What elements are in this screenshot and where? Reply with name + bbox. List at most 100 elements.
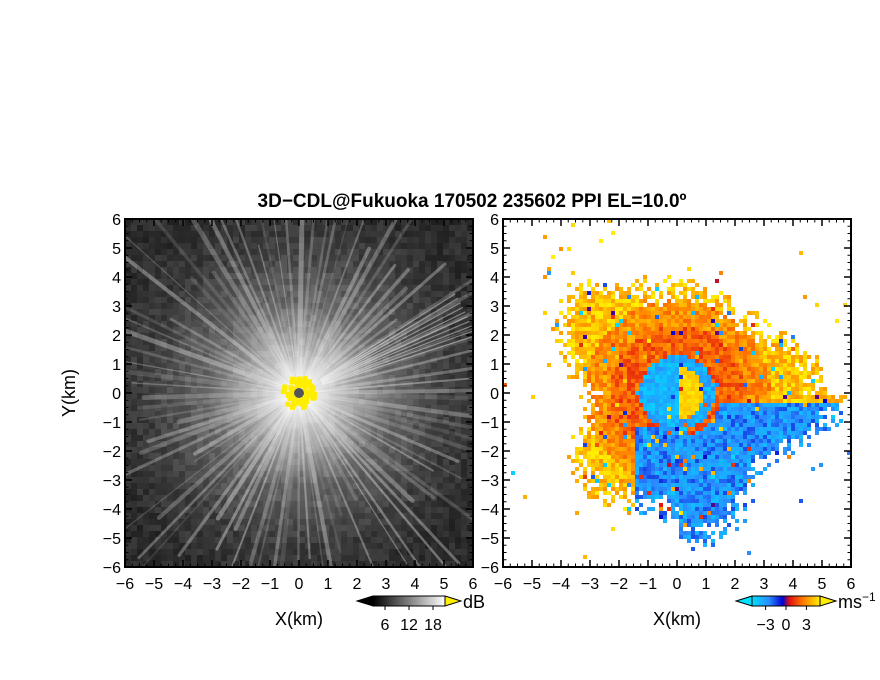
intensity-noise-cell — [437, 267, 443, 273]
intensity-noise-cell — [179, 507, 185, 513]
intensity-noise-cell — [173, 267, 179, 273]
velocity-cell — [727, 307, 731, 311]
intensity-noise-cell — [155, 555, 161, 561]
velocity-cell — [715, 355, 719, 359]
intensity-noise-cell — [125, 501, 131, 507]
velocity-cell — [691, 279, 695, 283]
intensity-noise-cell — [443, 321, 449, 327]
intensity-noise-cell — [383, 555, 389, 561]
intensity-noise-cell — [215, 519, 221, 525]
intensity-noise-cell — [179, 531, 185, 537]
intensity-noise-cell — [401, 231, 407, 237]
velocity-cell — [683, 359, 687, 363]
velocity-cell — [703, 375, 707, 379]
velocity-cell — [587, 371, 591, 375]
velocity-cell — [747, 359, 751, 363]
velocity-cell — [567, 375, 571, 379]
velocity-cell — [655, 383, 659, 387]
velocity-cell — [599, 295, 603, 299]
intensity-noise-cell — [413, 507, 419, 513]
velocity-cell — [727, 303, 731, 307]
velocity-cell — [571, 335, 575, 339]
velocity-cell — [599, 347, 603, 351]
velocity-cell — [671, 319, 675, 323]
intensity-noise-cell — [203, 249, 209, 255]
intensity-noise-cell — [251, 537, 257, 543]
intensity-noise-cell — [323, 543, 329, 549]
velocity-cell — [803, 375, 807, 379]
velocity-cell — [607, 339, 611, 343]
velocity-cell — [587, 283, 591, 287]
intensity-noise-cell — [215, 225, 221, 231]
velocity-cell — [583, 311, 587, 315]
velocity-cell — [631, 327, 635, 331]
intensity-noise-cell — [395, 537, 401, 543]
velocity-cell — [775, 371, 779, 375]
intensity-noise-cell — [431, 309, 437, 315]
velocity-cell — [687, 267, 691, 271]
intensity-noise-cell — [137, 381, 143, 387]
velocity-cell — [599, 323, 603, 327]
x-tick-label: −4 — [174, 576, 192, 593]
velocity-cell — [811, 371, 815, 375]
velocity-cell — [691, 291, 695, 295]
intensity-noise-cell — [173, 237, 179, 243]
intensity-noise-cell — [413, 267, 419, 273]
velocity-cell — [687, 343, 691, 347]
intensity-noise-cell — [143, 525, 149, 531]
velocity-cell — [707, 347, 711, 351]
velocity-cell — [623, 339, 627, 343]
velocity-cell — [687, 287, 691, 291]
velocity-cell — [671, 323, 675, 327]
velocity-cell — [815, 303, 819, 307]
velocity-cell — [735, 351, 739, 355]
intensity-noise-cell — [197, 249, 203, 255]
intensity-noise-cell — [203, 531, 209, 537]
intensity-noise-cell — [197, 555, 203, 561]
velocity-cell — [643, 371, 647, 375]
velocity-cell — [639, 351, 643, 355]
intensity-noise-cell — [191, 549, 197, 555]
velocity-cell — [695, 375, 699, 379]
velocity-cell — [723, 295, 727, 299]
velocity-cell — [631, 363, 635, 367]
velocity-cell — [579, 323, 583, 327]
intensity-noise-cell — [185, 525, 191, 531]
velocity-cell — [687, 319, 691, 323]
intensity-noise-cell — [203, 555, 209, 561]
velocity-cell — [703, 291, 707, 295]
velocity-cell — [659, 331, 663, 335]
intensity-noise-cell — [287, 543, 293, 549]
velocity-cell — [771, 351, 775, 355]
intensity-noise-cell — [251, 219, 257, 225]
intensity-noise-cell — [323, 555, 329, 561]
velocity-cell — [759, 335, 763, 339]
intensity-noise-cell — [263, 225, 269, 231]
intensity-noise-cell — [449, 555, 455, 561]
intensity-noise-cell — [443, 441, 449, 447]
velocity-cell — [615, 327, 619, 331]
velocity-cell — [619, 319, 623, 323]
intensity-noise-cell — [377, 555, 383, 561]
velocity-cell — [703, 383, 707, 387]
intensity-noise-cell — [461, 525, 467, 531]
intensity-noise-cell — [413, 243, 419, 249]
velocity-cell — [735, 379, 739, 383]
velocity-cell — [747, 343, 751, 347]
velocity-cell — [711, 315, 715, 319]
velocity-cell — [659, 335, 663, 339]
intensity-noise-cell — [167, 555, 173, 561]
velocity-cell — [747, 371, 751, 375]
velocity-cell — [647, 379, 651, 383]
intensity-noise-cell — [467, 219, 473, 225]
near-range-mask-cell — [290, 386, 296, 392]
intensity-noise-cell — [389, 525, 395, 531]
velocity-cell — [783, 359, 787, 363]
intensity-noise-cell — [173, 273, 179, 279]
intensity-noise-cell — [437, 327, 443, 333]
intensity-noise-cell — [413, 501, 419, 507]
velocity-cell — [687, 339, 691, 343]
intensity-noise-cell — [437, 249, 443, 255]
velocity-cell — [583, 371, 587, 375]
intensity-noise-cell — [443, 309, 449, 315]
